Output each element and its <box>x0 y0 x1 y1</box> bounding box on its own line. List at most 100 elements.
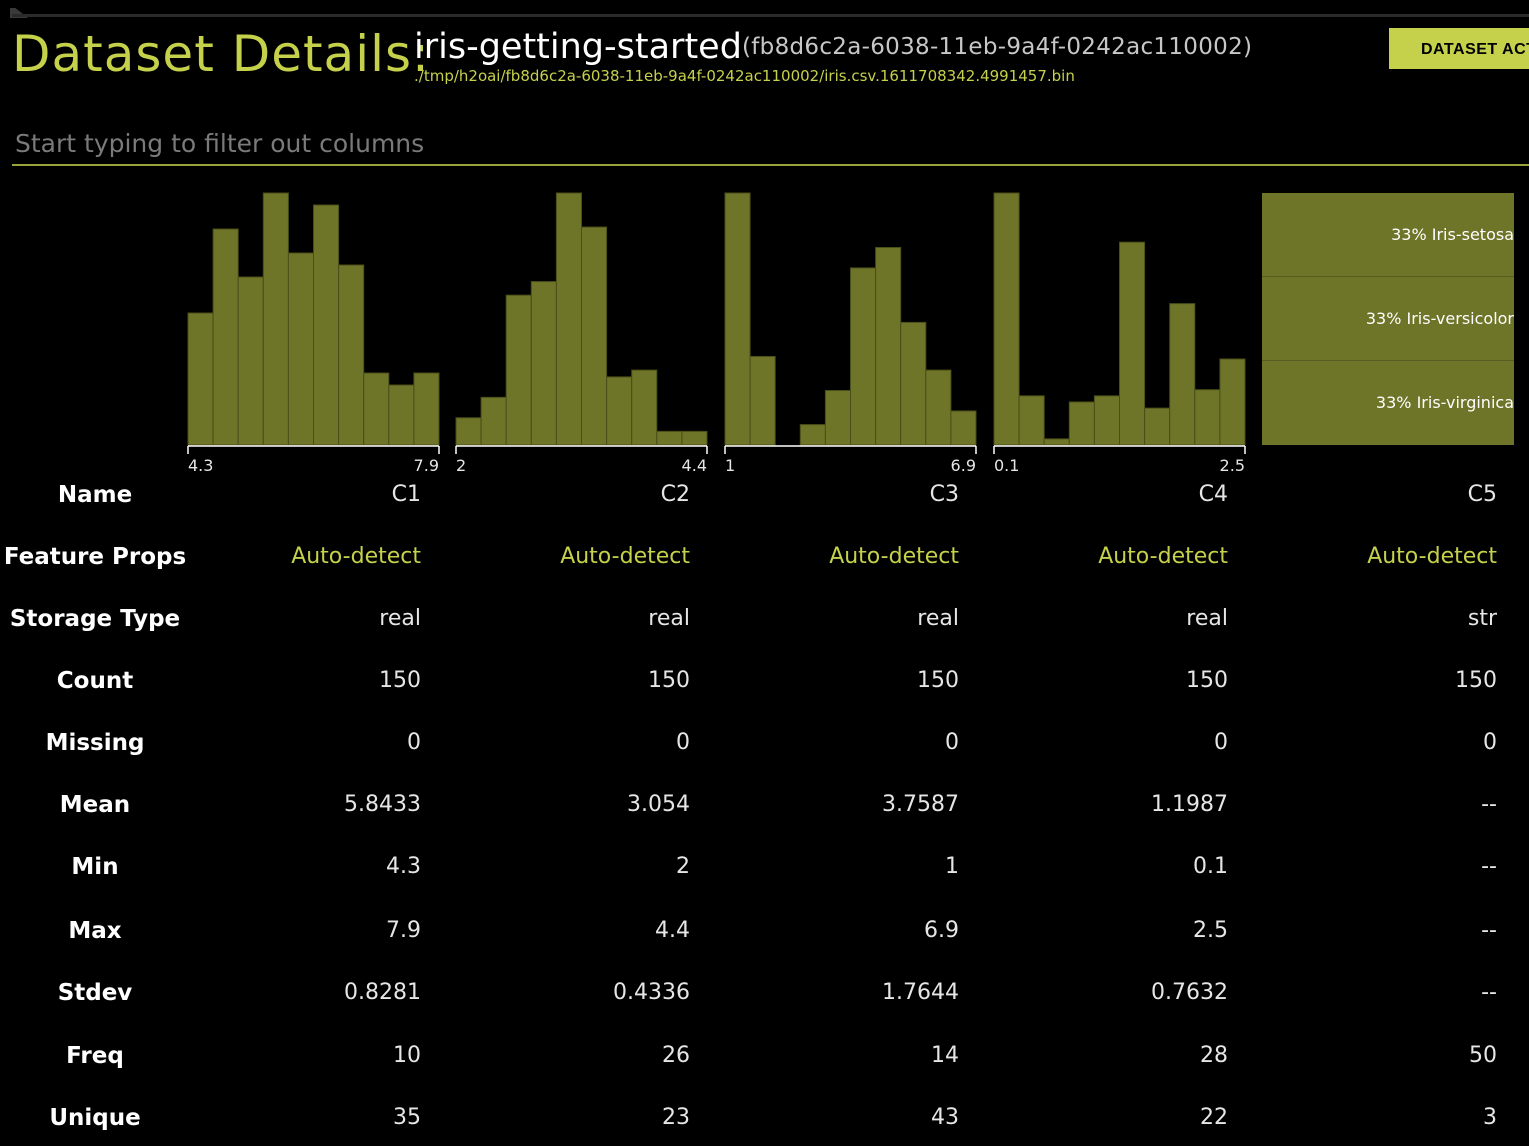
histogram-bar[interactable] <box>1144 407 1171 446</box>
histogram-bar[interactable] <box>656 430 683 446</box>
histogram-bar[interactable] <box>555 192 583 446</box>
x-axis-max-label: 6.9 <box>951 456 976 475</box>
histogram-bar[interactable] <box>875 246 902 446</box>
histogram-bar[interactable] <box>1043 438 1070 446</box>
histogram-bar[interactable] <box>1068 401 1095 446</box>
table-cell: 7.9 <box>386 918 421 943</box>
category-segment[interactable]: 33% Iris-setosa <box>1262 193 1514 277</box>
table-cell: real <box>379 606 421 631</box>
histogram-bar[interactable] <box>749 355 776 446</box>
table-cell: 28 <box>1200 1043 1228 1068</box>
histogram-bar[interactable] <box>455 417 482 446</box>
x-axis-max-label: 7.9 <box>414 456 439 475</box>
table-cell: 23 <box>662 1105 690 1130</box>
dataset-actions-button[interactable]: DATASET ACTIONS <box>1389 28 1529 69</box>
x-axis-min-label: 2 <box>456 456 466 475</box>
feature-props-link[interactable]: Auto-detect <box>560 544 690 569</box>
row-label-name: Name <box>57 482 133 508</box>
table-cell: 3 <box>1483 1105 1497 1130</box>
feature-props-link[interactable]: Auto-detect <box>1367 544 1497 569</box>
table-cell: 3.054 <box>627 792 690 817</box>
table-cell: 0.8281 <box>344 980 421 1005</box>
histogram-bar[interactable] <box>631 369 658 446</box>
histogram-bar[interactable] <box>313 204 340 446</box>
histogram-bar[interactable] <box>1194 389 1221 446</box>
table-cell: 0.4336 <box>613 980 690 1005</box>
histogram-bar[interactable] <box>413 372 440 446</box>
table-cell: 50 <box>1469 1043 1497 1068</box>
histogram-bar[interactable] <box>850 267 877 446</box>
histogram-bar[interactable] <box>724 192 751 446</box>
table-cell: 150 <box>917 668 959 693</box>
category-segment[interactable]: 33% Iris-versicolor <box>1262 277 1514 361</box>
table-cell: 26 <box>662 1043 690 1068</box>
table-cell: 3.7587 <box>882 792 959 817</box>
feature-props-link[interactable]: Auto-detect <box>1098 544 1228 569</box>
table-cell: 14 <box>931 1043 959 1068</box>
histogram-bar[interactable] <box>1169 303 1196 446</box>
histogram-bar[interactable] <box>388 384 415 446</box>
row-label-min: Min <box>71 854 119 880</box>
table-cell: 5.8433 <box>344 792 421 817</box>
table-cell: C2 <box>660 482 690 507</box>
x-axis-min-label: 1 <box>725 456 735 475</box>
histogram-bar[interactable] <box>925 369 952 446</box>
histogram-bar[interactable] <box>1119 241 1146 446</box>
histogram-bar[interactable] <box>363 372 390 446</box>
header-top-border <box>12 14 1529 17</box>
category-segment-label: 33% Iris-virginica <box>1375 393 1514 412</box>
histogram-bar[interactable] <box>824 390 852 446</box>
histogram-bar[interactable] <box>287 252 315 446</box>
histogram-bar[interactable] <box>212 228 239 446</box>
dataset-path: ./tmp/h2oai/fb8d6c2a-6038-11eb-9a4f-0242… <box>414 67 1075 85</box>
table-cell: C4 <box>1198 482 1228 507</box>
table-cell: real <box>917 606 959 631</box>
histogram-bar[interactable] <box>480 396 507 446</box>
table-cell: 6.9 <box>924 918 959 943</box>
category-segment[interactable]: 33% Iris-virginica <box>1262 361 1514 445</box>
table-cell: 1.7644 <box>882 980 959 1005</box>
histogram-bar[interactable] <box>262 192 289 446</box>
histogram-bar[interactable] <box>900 321 927 446</box>
histogram-bar[interactable] <box>1093 395 1121 446</box>
histogram-bar[interactable] <box>505 294 532 446</box>
row-label-feature-props: Feature Props <box>3 544 187 570</box>
x-axis-min-label: 4.3 <box>188 456 213 475</box>
histogram-c3: 1 6.9 <box>724 192 977 475</box>
row-label-storage-type: Storage Type <box>9 606 181 632</box>
histogram-bar[interactable] <box>1219 358 1246 446</box>
feature-props-link[interactable]: Auto-detect <box>829 544 959 569</box>
histogram-bar[interactable] <box>950 410 977 446</box>
histogram-bar[interactable] <box>187 312 214 446</box>
table-cell: 0 <box>1214 730 1228 755</box>
category-segment-label: 33% Iris-versicolor <box>1365 309 1514 328</box>
table-cell: -- <box>1481 854 1497 879</box>
histogram-bar[interactable] <box>799 424 826 446</box>
table-cell: C1 <box>391 482 421 507</box>
table-cell: 10 <box>393 1043 421 1068</box>
table-cell: 35 <box>393 1105 421 1130</box>
table-cell: -- <box>1481 918 1497 943</box>
table-cell: 2 <box>676 854 690 879</box>
table-cell: 1 <box>945 854 959 879</box>
histogram-bar[interactable] <box>581 226 608 446</box>
histogram-bar[interactable] <box>1018 395 1045 446</box>
table-cell: 150 <box>1455 668 1497 693</box>
histogram-c1: 4.3 7.9 <box>187 192 440 475</box>
histogram-bar[interactable] <box>681 430 708 446</box>
column-filter-input[interactable] <box>12 124 1529 162</box>
row-label-unique: Unique <box>49 1105 141 1131</box>
feature-props-link[interactable]: Auto-detect <box>291 544 421 569</box>
c5-category-distribution: 33% Iris-setosa 33% Iris-versicolor 33% Ir… <box>1262 193 1514 445</box>
histogram-bar[interactable] <box>530 281 557 446</box>
histogram-bar[interactable] <box>338 264 365 446</box>
histogram-bar[interactable] <box>993 192 1020 446</box>
table-cell: 4.4 <box>655 918 690 943</box>
histogram-bar[interactable] <box>606 376 633 446</box>
table-cell: -- <box>1481 980 1497 1005</box>
table-cell: real <box>1186 606 1228 631</box>
table-cell: 43 <box>931 1105 959 1130</box>
histogram-bar[interactable] <box>237 276 264 446</box>
dataset-id: (fb8d6c2a-6038-11eb-9a4f-0242ac110002) <box>742 34 1253 60</box>
table-cell: 0.1 <box>1193 854 1228 879</box>
